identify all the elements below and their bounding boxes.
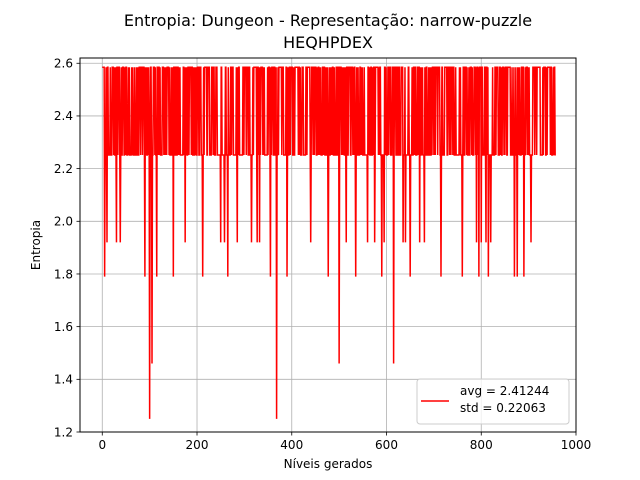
series-entropia: [102, 66, 556, 419]
y-tick-label: 2.0: [54, 215, 73, 229]
x-tick-label: 400: [280, 438, 303, 452]
x-tick-label: 200: [186, 438, 209, 452]
x-axis-ticks: 0 200 400 600 800 1000: [98, 432, 591, 452]
legend-label-std: std = 0.22063: [460, 401, 546, 415]
y-tick-label: 1.6: [54, 320, 73, 334]
y-tick-label: 2.4: [54, 109, 73, 123]
entropy-series-line: [102, 66, 556, 419]
chart-title: Entropia: Dungeon - Representação: narro…: [123, 11, 533, 30]
x-tick-label: 600: [375, 438, 398, 452]
x-tick-label: 800: [470, 438, 493, 452]
legend: avg = 2.41244 std = 0.22063: [416, 378, 570, 425]
x-axis-label: Níveis gerados: [284, 457, 373, 471]
x-tick-label: 1000: [561, 438, 592, 452]
y-tick-label: 2.6: [54, 57, 73, 71]
y-tick-label: 2.2: [54, 162, 73, 176]
legend-label-avg: avg = 2.41244: [460, 384, 549, 398]
x-tick-label: 0: [98, 438, 106, 452]
y-tick-label: 1.4: [54, 373, 73, 387]
y-axis-label: Entropia: [29, 220, 43, 270]
legend-box: [416, 378, 570, 425]
y-axis-ticks: 1.2 1.4 1.6 1.8 2.0 2.2 2.4 2.6: [54, 57, 80, 439]
chart-subtitle: HEQHPDEX: [283, 33, 373, 52]
y-tick-label: 1.2: [54, 425, 73, 439]
y-tick-label: 1.8: [54, 267, 73, 281]
plot-area-frame: [79, 57, 577, 433]
